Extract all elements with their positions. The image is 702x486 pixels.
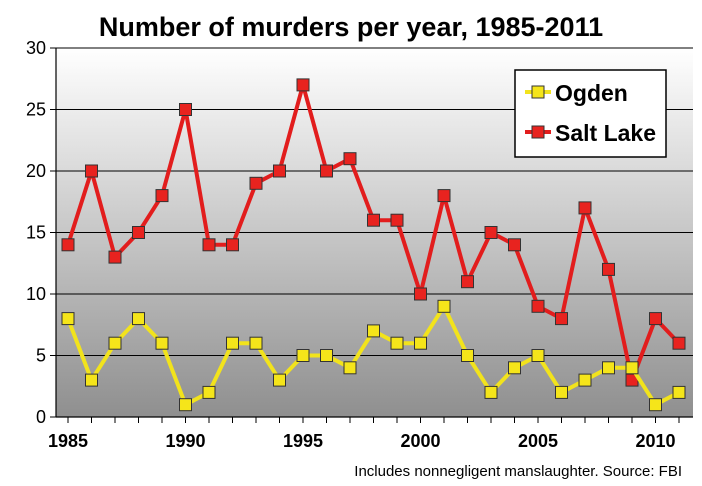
legend-saltlake-marker (531, 125, 545, 139)
ytick-label-30: 30 (26, 38, 46, 58)
point-salt-lake-1986 (85, 164, 98, 178)
point-ogden-2007 (578, 373, 592, 387)
ytick-label-20: 20 (26, 161, 46, 181)
series-ogden (61, 299, 686, 412)
point-salt-lake-1996 (320, 164, 333, 178)
legend-saltlake-label: Salt Lake (555, 120, 656, 146)
point-ogden-1988 (132, 312, 145, 326)
series-group (61, 78, 686, 412)
point-salt-lake-2001 (437, 189, 451, 203)
point-ogden-1993 (249, 336, 263, 350)
point-ogden-2009 (625, 361, 639, 375)
point-salt-lake-2008 (602, 262, 615, 276)
x-axis-ticks: 1985 1990 1995 2000 2005 2010 (48, 417, 680, 451)
legend-ogden-label: Ogden (555, 80, 628, 106)
point-ogden-1992 (226, 336, 239, 350)
point-ogden-1994 (273, 373, 286, 387)
legend-box (514, 69, 667, 158)
point-salt-lake-1985 (61, 238, 75, 252)
point-salt-lake-1997 (343, 152, 357, 166)
point-salt-lake-2004 (508, 238, 521, 252)
xtick-label-1995: 1995 (283, 431, 323, 451)
xtick-label-2005: 2005 (518, 431, 558, 451)
ytick-label-5: 5 (36, 346, 46, 366)
point-salt-lake-1988 (132, 226, 145, 239)
ytick-label-15: 15 (26, 223, 46, 243)
point-ogden-1995 (296, 349, 310, 362)
point-salt-lake-1995 (296, 78, 310, 92)
point-salt-lake-1999 (390, 213, 404, 227)
point-ogden-2008 (602, 361, 615, 375)
point-ogden-2011 (672, 385, 686, 399)
point-salt-lake-1994 (273, 164, 286, 178)
point-ogden-2005 (531, 349, 545, 362)
point-ogden-1986 (85, 373, 98, 387)
ytick-label-0: 0 (36, 407, 46, 427)
chart-title: Number of murders per year, 1985-2011 (99, 12, 603, 42)
point-salt-lake-1987 (108, 250, 122, 264)
point-ogden-1999 (390, 336, 404, 350)
point-salt-lake-1992 (226, 238, 239, 252)
point-ogden-2002 (461, 349, 474, 362)
point-salt-lake-2002 (461, 275, 474, 289)
ytick-label-25: 25 (26, 100, 46, 120)
point-ogden-1990 (179, 398, 192, 412)
point-salt-lake-1989 (155, 189, 169, 203)
xtick-label-2010: 2010 (635, 431, 675, 451)
point-salt-lake-1993 (249, 176, 263, 190)
point-ogden-2006 (555, 385, 568, 399)
point-ogden-1991 (202, 385, 216, 399)
point-salt-lake-2006 (555, 312, 568, 326)
y-axis-ticks: 0 5 10 15 20 25 30 (26, 38, 56, 427)
source-note: Includes nonnegligent manslaughter. Sour… (354, 463, 682, 480)
point-ogden-1985 (61, 312, 75, 326)
point-ogden-1997 (343, 361, 357, 375)
point-salt-lake-2007 (578, 201, 592, 215)
ytick-label-10: 10 (26, 284, 46, 304)
xtick-label-1990: 1990 (165, 431, 205, 451)
point-ogden-2004 (508, 361, 521, 375)
point-salt-lake-1998 (367, 213, 380, 227)
point-ogden-2010 (649, 398, 662, 412)
point-ogden-2001 (437, 299, 451, 313)
legend-ogden-marker (531, 85, 545, 99)
point-salt-lake-1990 (179, 103, 192, 116)
legend: Ogden Salt Lake (514, 69, 667, 158)
point-ogden-1987 (108, 336, 122, 350)
point-salt-lake-2003 (484, 226, 498, 239)
point-ogden-1998 (367, 324, 380, 338)
point-salt-lake-2005 (531, 299, 545, 313)
point-salt-lake-2000 (414, 287, 427, 301)
xtick-label-1985: 1985 (48, 431, 88, 451)
point-ogden-2003 (484, 385, 498, 399)
grid-lines (56, 47, 693, 356)
series-salt-lake (61, 78, 686, 387)
point-salt-lake-1991 (202, 238, 216, 252)
point-salt-lake-2011 (672, 336, 686, 350)
xtick-label-2000: 2000 (400, 431, 440, 451)
point-ogden-1989 (155, 336, 169, 350)
point-salt-lake-2010 (649, 312, 662, 326)
point-ogden-2000 (414, 336, 427, 350)
point-ogden-1996 (320, 349, 333, 362)
